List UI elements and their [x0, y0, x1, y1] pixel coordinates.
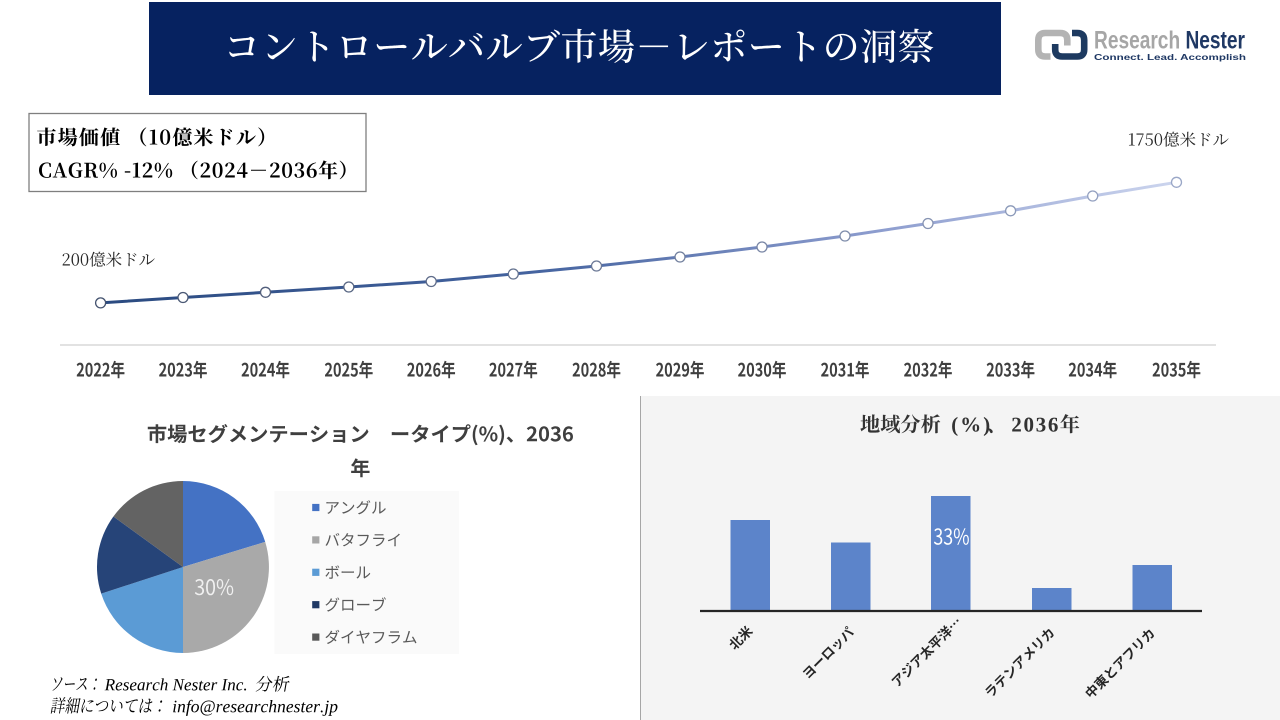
svg-text:Connect. Lead. Accomplish: Connect. Lead. Accomplish	[1094, 53, 1246, 62]
svg-text:Research Nester: Research Nester	[1094, 27, 1245, 55]
